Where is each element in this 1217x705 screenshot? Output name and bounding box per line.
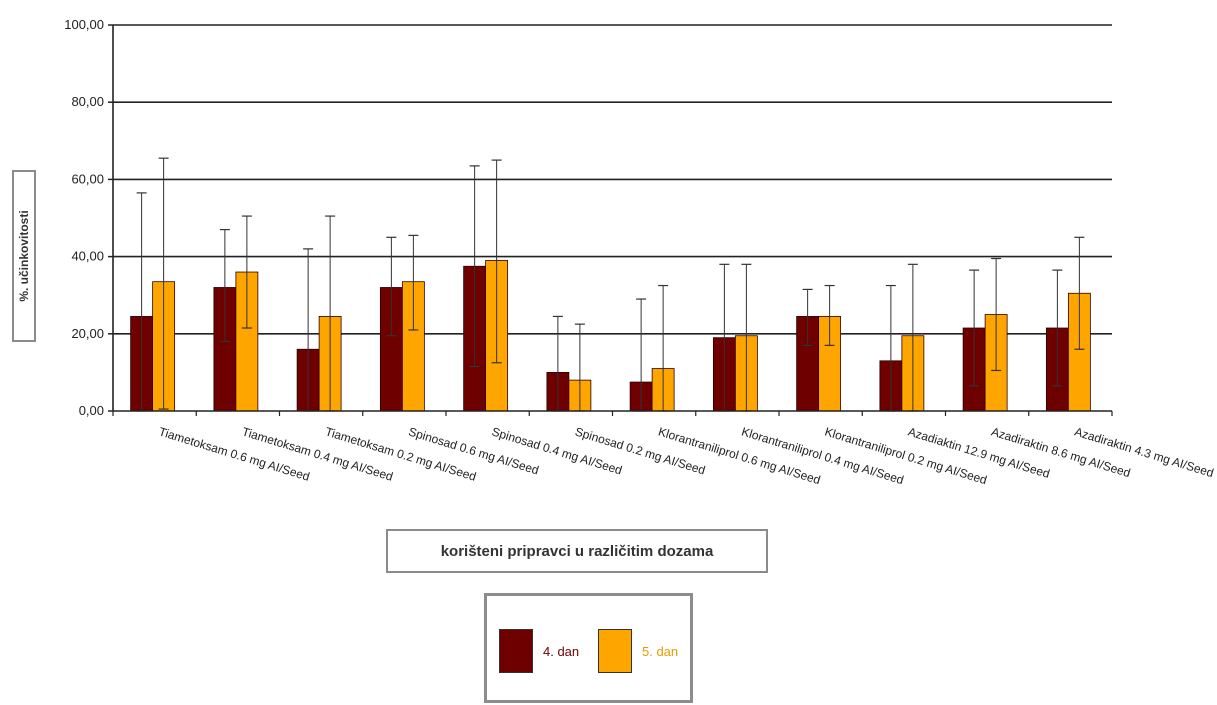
bar-series: [130, 260, 1091, 412]
x-tick-label: Tiametoksam 0.2 mg AI/Seed: [324, 424, 478, 483]
y-tick-label: 60,00: [71, 171, 104, 186]
legend-swatch-series-2: [598, 629, 632, 673]
legend-item-series-1: 4. dan: [499, 629, 579, 673]
x-axis-label-box: korišteni pripravci u različitim dozama: [386, 529, 768, 573]
y-tick-label: 80,00: [71, 94, 104, 109]
y-tick-label: 20,00: [71, 326, 104, 341]
legend-label-series-1: 4. dan: [543, 643, 580, 659]
legend-item-series-2: 5. dan: [598, 629, 678, 673]
x-tick-label: Azadiraktin 4.3 mg AI/Seed: [1073, 424, 1216, 480]
grid-lines: [113, 24, 1112, 335]
y-axis-ticks: 0,00 20,00 40,00 60,00 80,00 100,00: [64, 17, 104, 418]
axes: [108, 24, 1113, 416]
legend-swatch-series-1: [499, 629, 533, 673]
x-tick-label: Tiametoksam 0.6 mg AI/Seed: [157, 424, 311, 483]
x-tick-label: Tiametoksam 0.4 mg AI/Seed: [240, 424, 394, 483]
legend: 4. dan 5. dan: [484, 593, 693, 703]
y-tick-label: 0,00: [79, 403, 104, 418]
y-tick-label: 100,00: [64, 17, 104, 32]
x-tick-label: Azadiraktin 8.6 mg AI/Seed: [990, 424, 1133, 480]
error-bars: [136, 157, 1085, 412]
y-axis-label: %. učinkovitosti: [17, 210, 31, 302]
x-axis-label: korišteni pripravci u različitim dozama: [440, 542, 714, 560]
y-tick-label: 40,00: [71, 249, 104, 264]
legend-label-series-2: 5. dan: [642, 643, 679, 659]
y-axis-label-box: %. učinkovitosti: [12, 170, 36, 342]
